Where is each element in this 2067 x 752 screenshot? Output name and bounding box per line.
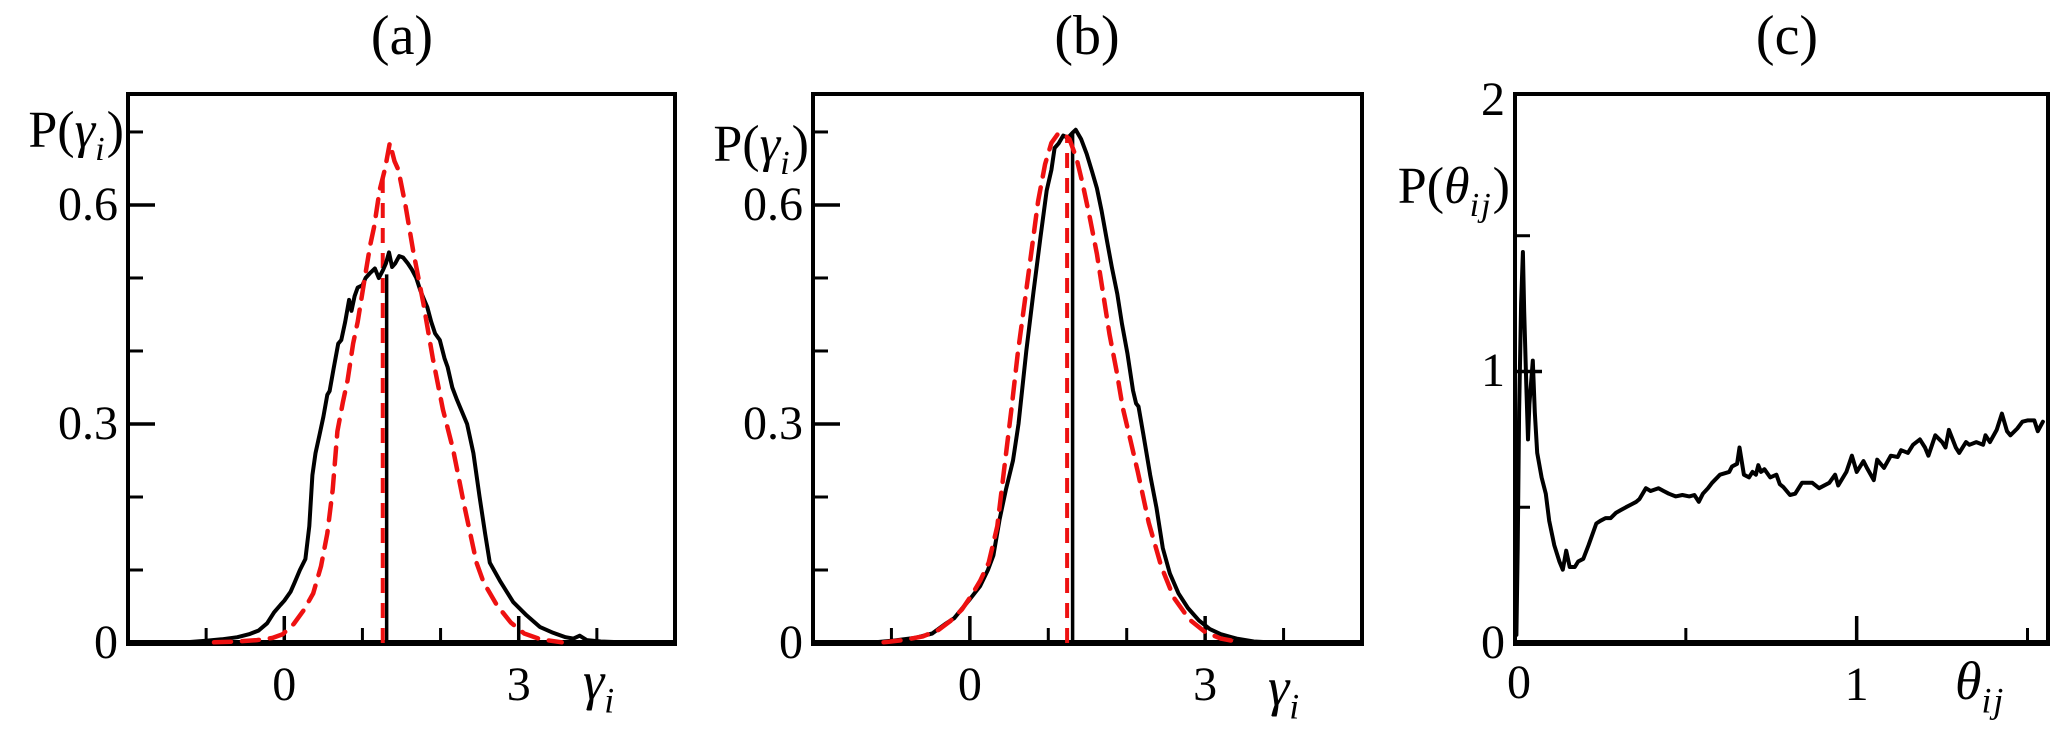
panel-c-y-tick-label: 0 <box>1481 616 1505 669</box>
panel-c-frame <box>1513 92 2050 645</box>
panel-a-title: (a) <box>370 5 434 67</box>
panel-c-y-axis-label: P(θij) <box>1397 158 1510 225</box>
panel-c-x-origin-label: 0 <box>1507 656 1531 709</box>
panel-a-x-tick-label: 3 <box>506 658 531 711</box>
panel-b-y-tick-label: 0.6 <box>743 177 803 231</box>
panel-b-curve-empirical <box>873 127 1270 645</box>
panel-c-x-tick-label: 1 <box>1844 658 1869 711</box>
panel-a-y-tick-label: 0.3 <box>58 396 118 450</box>
panel-c-title: (c) <box>1755 5 1819 67</box>
panel-a-y-tick-label: 0.6 <box>58 177 118 231</box>
panel-b-plot <box>811 92 1364 646</box>
panel-c-curve-empirical <box>1514 250 2045 637</box>
panel-a-x-axis-label: γi <box>583 651 617 721</box>
panel-b-x-tick-label: 3 <box>1193 658 1218 711</box>
panel-b-y-tick-label: 0 <box>779 616 803 669</box>
panel-b-y-axis-label: P(γi) <box>713 116 809 183</box>
panel-b-x-tick-label: 0 <box>957 658 982 711</box>
panel-b-y-tick-label: 0.3 <box>743 396 803 450</box>
panel-b-title: (b) <box>1054 5 1120 67</box>
panel-a-plot <box>126 92 677 646</box>
panel-a-curve-empirical <box>184 250 623 645</box>
panel-c-y-tick-label: 2 <box>1481 72 1505 126</box>
panel-a-x-tick-label: 0 <box>272 658 297 711</box>
panel-b-x-axis-label: γi <box>1268 657 1302 727</box>
panel-c-x-axis-label: θij <box>1955 651 2006 721</box>
panel-a-y-tick-label: 0 <box>94 616 118 669</box>
panel-c-y-tick-label: 1 <box>1481 344 1505 398</box>
panel-a-y-axis-label: P(γi) <box>28 102 124 169</box>
panel-a-curve-fit <box>211 140 564 645</box>
panel-c-plot <box>1513 92 2050 646</box>
